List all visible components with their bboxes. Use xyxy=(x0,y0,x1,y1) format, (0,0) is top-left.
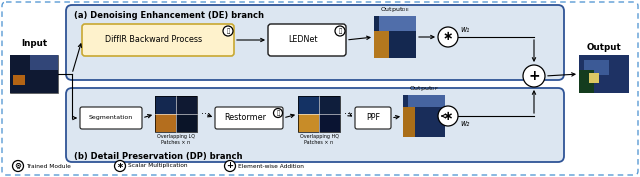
Text: +: + xyxy=(227,161,234,170)
Text: ∗: ∗ xyxy=(443,30,453,44)
Circle shape xyxy=(223,26,233,36)
Text: DiffIR Backward Process: DiffIR Backward Process xyxy=(106,36,203,44)
Text: Overlapping HQ
Patches × n: Overlapping HQ Patches × n xyxy=(300,134,339,145)
FancyBboxPatch shape xyxy=(2,2,638,175)
Text: LEDNet: LEDNet xyxy=(288,36,317,44)
Text: ∗: ∗ xyxy=(116,161,124,170)
Text: ...: ... xyxy=(344,106,353,116)
Text: Trained Module: Trained Module xyxy=(26,164,71,169)
Text: 🔒: 🔒 xyxy=(339,28,342,34)
Circle shape xyxy=(438,106,458,126)
Text: Overlapping LQ
Patches × n: Overlapping LQ Patches × n xyxy=(157,134,195,145)
Text: (a) Denoising Enhancement (DE) branch: (a) Denoising Enhancement (DE) branch xyxy=(74,12,264,21)
Text: 🔒: 🔒 xyxy=(17,163,20,169)
Text: 🔒: 🔒 xyxy=(227,28,230,34)
Text: Element-wise Addition: Element-wise Addition xyxy=(238,164,304,169)
Bar xyxy=(10,55,58,93)
FancyBboxPatch shape xyxy=(215,107,283,129)
FancyBboxPatch shape xyxy=(80,107,142,129)
Text: ∗: ∗ xyxy=(443,110,453,122)
Text: Restormer: Restormer xyxy=(224,113,266,122)
FancyBboxPatch shape xyxy=(66,5,564,80)
Text: w₂: w₂ xyxy=(460,119,469,129)
Text: Segmentation: Segmentation xyxy=(89,116,133,121)
Circle shape xyxy=(335,26,345,36)
Text: 🔒: 🔒 xyxy=(276,110,280,116)
Text: Output: Output xyxy=(587,43,621,52)
Text: ...: ... xyxy=(201,106,210,116)
Text: (b) Detail Preservation (DP) branch: (b) Detail Preservation (DP) branch xyxy=(74,152,243,161)
Circle shape xyxy=(115,161,125,172)
Text: Scalar Multiplication: Scalar Multiplication xyxy=(128,164,188,169)
Text: +: + xyxy=(528,69,540,83)
Text: ⊙: ⊙ xyxy=(15,161,22,170)
Text: Input: Input xyxy=(21,39,47,48)
FancyBboxPatch shape xyxy=(66,88,564,162)
Circle shape xyxy=(438,27,458,47)
Text: w₁: w₁ xyxy=(460,24,469,33)
Bar xyxy=(155,96,197,132)
Circle shape xyxy=(273,109,282,118)
FancyBboxPatch shape xyxy=(268,24,346,56)
Circle shape xyxy=(523,65,545,87)
FancyBboxPatch shape xyxy=(355,107,391,129)
Circle shape xyxy=(225,161,236,172)
Bar xyxy=(298,96,340,132)
Circle shape xyxy=(13,161,24,172)
FancyBboxPatch shape xyxy=(82,24,234,56)
Text: Output$_{\mathregular{DE}}$: Output$_{\mathregular{DE}}$ xyxy=(380,5,410,14)
Text: PPF: PPF xyxy=(366,113,380,122)
Text: Output$_{\mathregular{DP}}$: Output$_{\mathregular{DP}}$ xyxy=(409,84,439,93)
